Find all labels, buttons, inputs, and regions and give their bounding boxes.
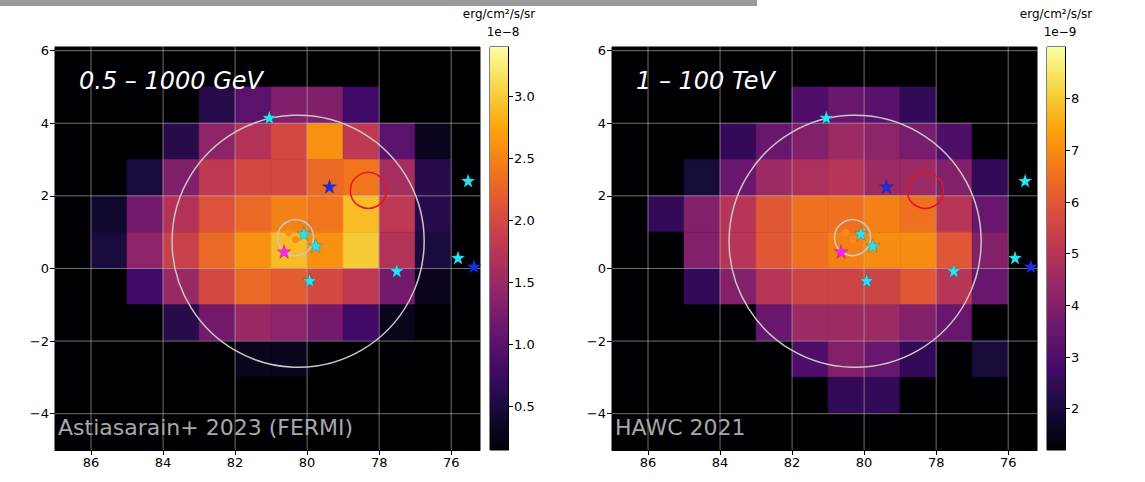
svg-text:5: 5 bbox=[1071, 246, 1079, 261]
svg-text:3.0: 3.0 bbox=[514, 89, 535, 104]
svg-text:8: 8 bbox=[1071, 91, 1079, 106]
svg-text:erg/cm²/s/sr: erg/cm²/s/sr bbox=[463, 7, 535, 21]
svg-text:4: 4 bbox=[41, 116, 49, 131]
svg-text:2: 2 bbox=[598, 188, 606, 203]
svg-text:2: 2 bbox=[41, 188, 49, 203]
svg-text:1.5: 1.5 bbox=[514, 275, 535, 290]
svg-text:0.5 – 1000 GeV: 0.5 – 1000 GeV bbox=[79, 67, 264, 95]
svg-text:0: 0 bbox=[41, 261, 49, 276]
svg-text:−2: −2 bbox=[30, 334, 49, 349]
svg-text:7: 7 bbox=[1071, 143, 1079, 158]
svg-text:erg/cm²/s/sr: erg/cm²/s/sr bbox=[1020, 7, 1092, 21]
svg-text:76: 76 bbox=[443, 455, 460, 470]
svg-text:4: 4 bbox=[598, 116, 606, 131]
svg-text:6: 6 bbox=[1071, 195, 1079, 210]
svg-text:0: 0 bbox=[598, 261, 606, 276]
svg-text:86: 86 bbox=[640, 455, 657, 470]
svg-text:HAWC 2021: HAWC 2021 bbox=[615, 415, 746, 440]
svg-text:−2: −2 bbox=[587, 334, 606, 349]
svg-text:2.5: 2.5 bbox=[514, 151, 535, 166]
svg-text:3: 3 bbox=[1071, 350, 1079, 365]
svg-text:1 – 100 TeV: 1 – 100 TeV bbox=[636, 67, 776, 95]
svg-text:1e−9: 1e−9 bbox=[1044, 25, 1077, 39]
svg-text:−4: −4 bbox=[30, 406, 49, 421]
svg-text:80: 80 bbox=[856, 455, 873, 470]
svg-text:Astiasarain+ 2023 (FERMI): Astiasarain+ 2023 (FERMI) bbox=[58, 415, 353, 440]
svg-text:1e−8: 1e−8 bbox=[487, 25, 520, 39]
svg-text:6: 6 bbox=[41, 43, 49, 58]
svg-text:78: 78 bbox=[371, 455, 388, 470]
svg-text:80: 80 bbox=[299, 455, 316, 470]
svg-text:84: 84 bbox=[712, 455, 729, 470]
svg-text:6: 6 bbox=[598, 43, 606, 58]
svg-text:78: 78 bbox=[928, 455, 945, 470]
svg-text:2.0: 2.0 bbox=[514, 213, 535, 228]
svg-text:76: 76 bbox=[1000, 455, 1017, 470]
svg-text:0.5: 0.5 bbox=[514, 399, 535, 414]
svg-text:84: 84 bbox=[155, 455, 172, 470]
svg-text:−4: −4 bbox=[587, 406, 606, 421]
svg-text:1.0: 1.0 bbox=[514, 337, 535, 352]
svg-text:4: 4 bbox=[1071, 298, 1079, 313]
svg-text:86: 86 bbox=[83, 455, 100, 470]
svg-text:2: 2 bbox=[1071, 401, 1079, 416]
svg-text:82: 82 bbox=[784, 455, 801, 470]
svg-text:82: 82 bbox=[227, 455, 244, 470]
